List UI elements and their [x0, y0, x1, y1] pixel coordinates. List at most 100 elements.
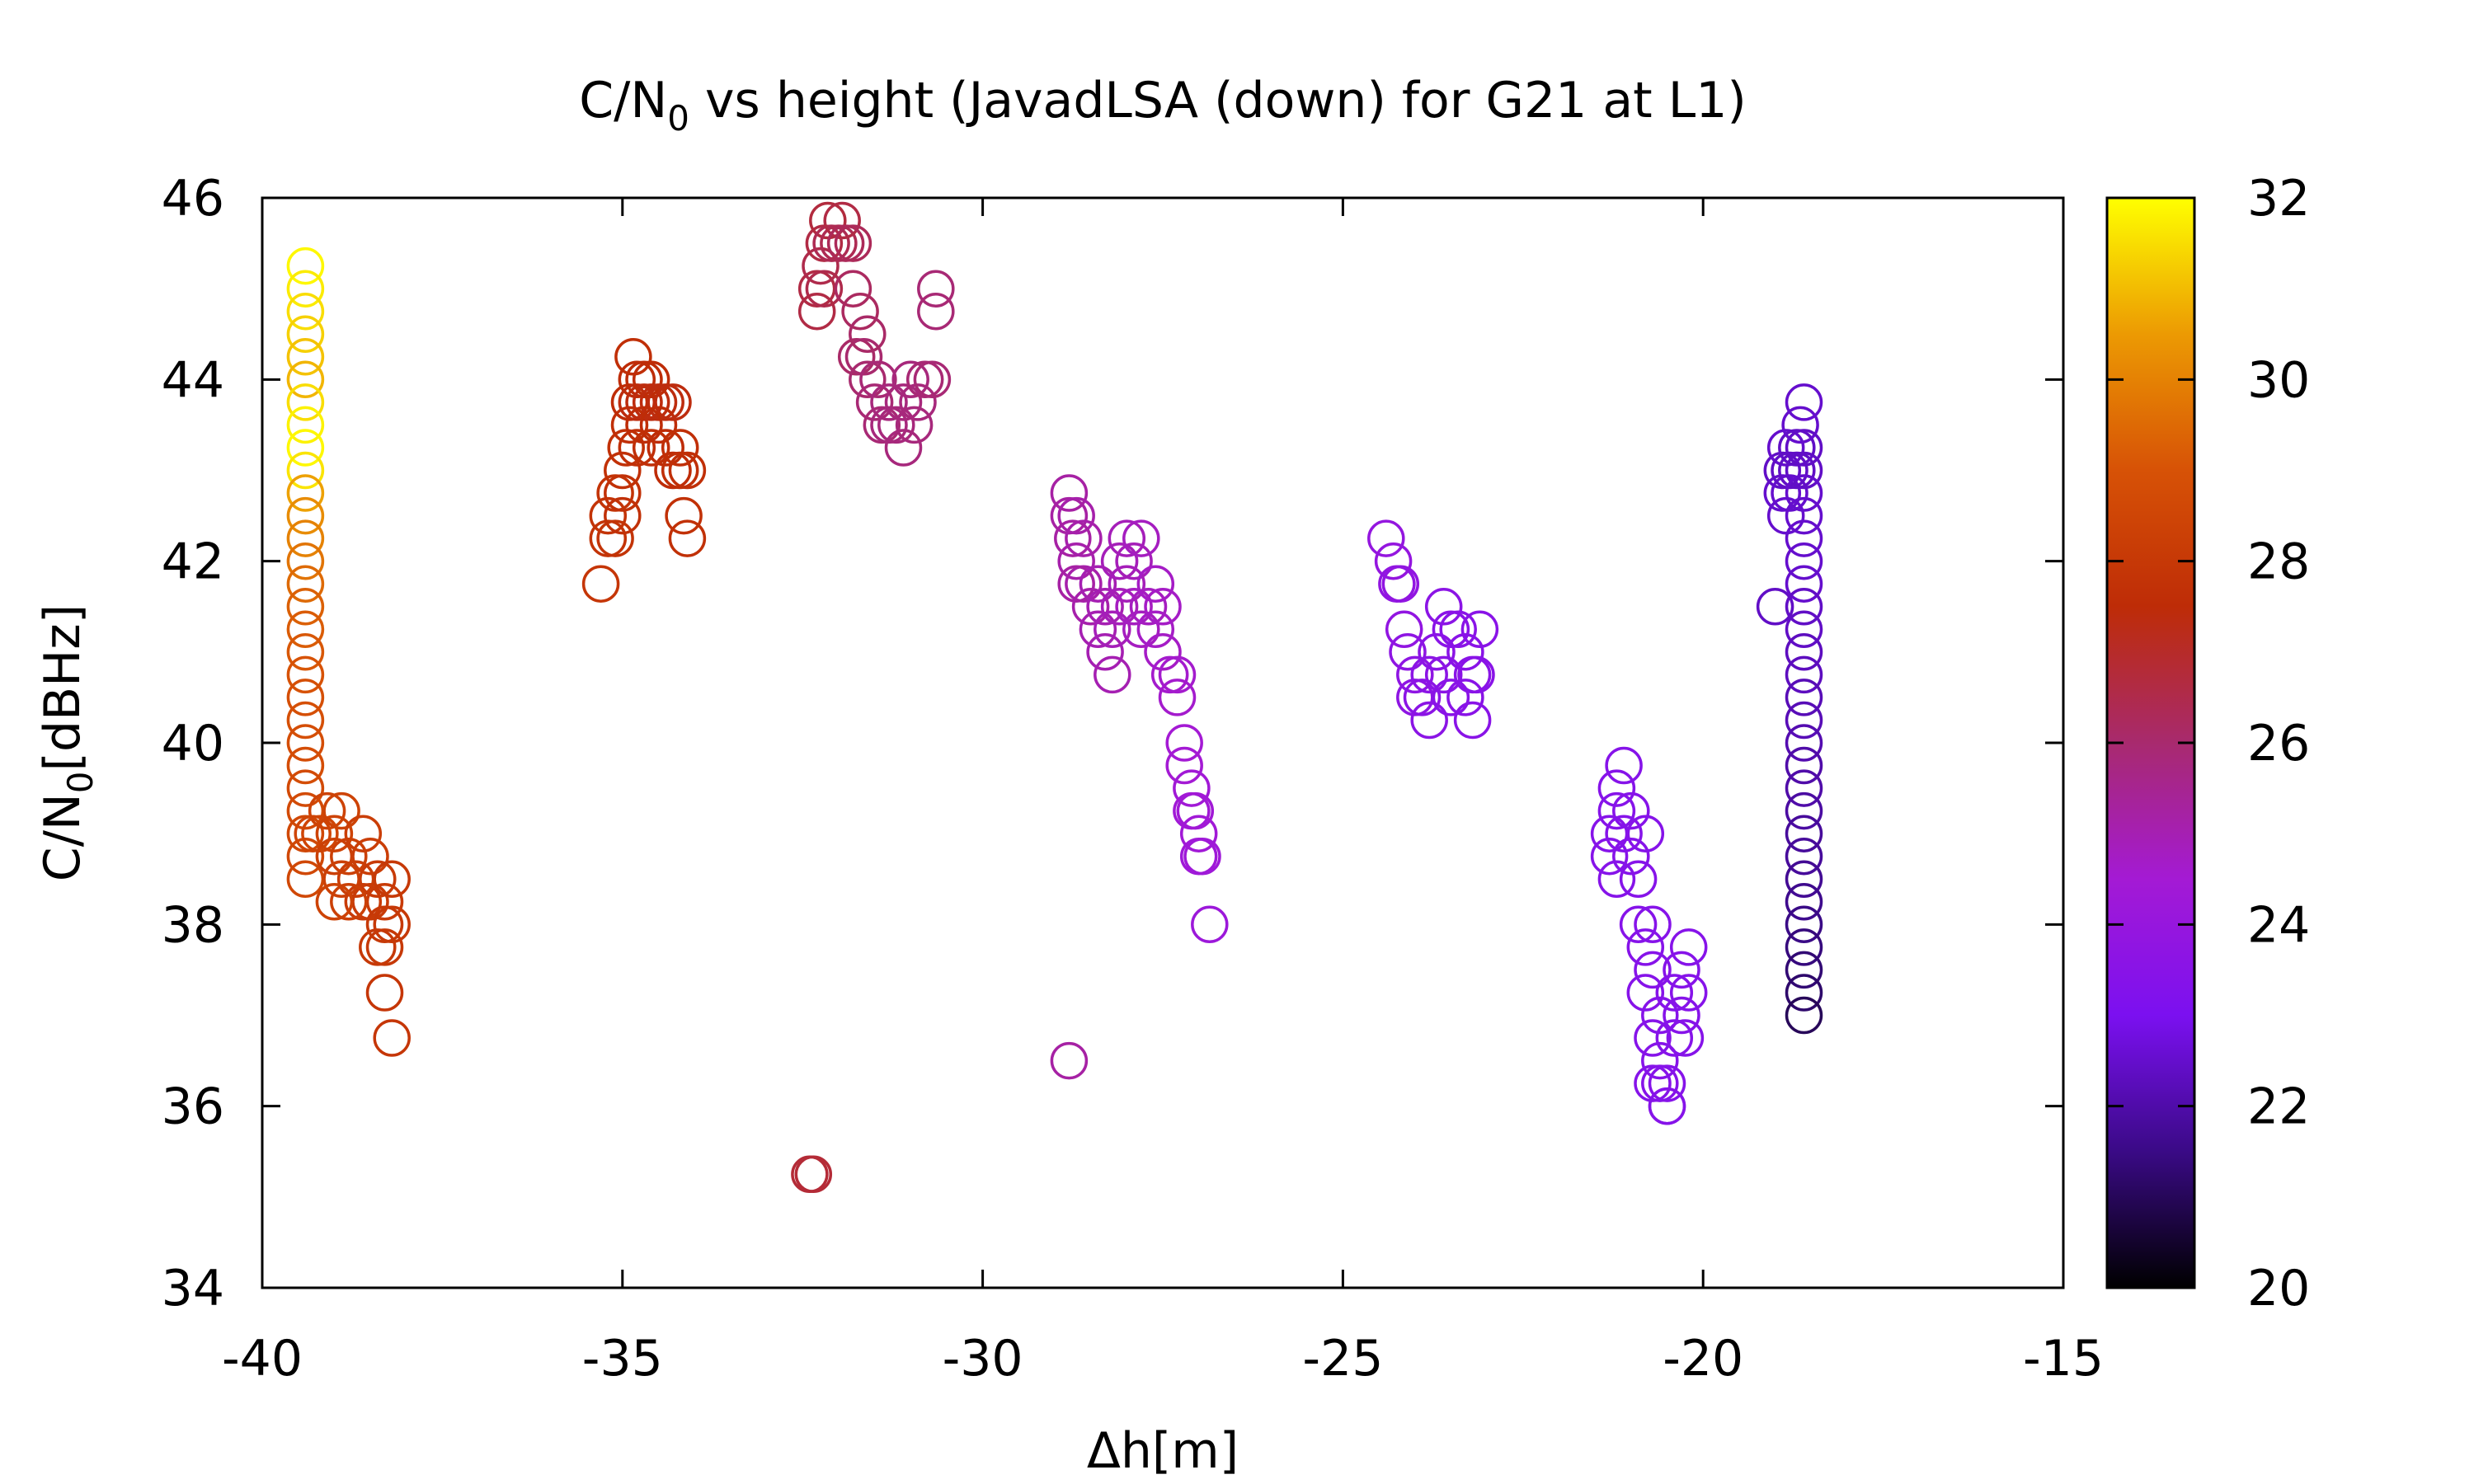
data-point [1597, 860, 1636, 899]
data-point [1100, 588, 1139, 626]
data-point [286, 429, 325, 467]
data-point [610, 406, 649, 444]
y-tick-label: 40 [162, 715, 224, 773]
data-point [286, 474, 325, 512]
data-point [614, 338, 652, 376]
data-point [1785, 996, 1823, 1035]
data-point [849, 315, 887, 354]
data-point [1785, 791, 1823, 830]
data-point [1424, 588, 1463, 626]
data-point [1054, 519, 1092, 557]
data-point [859, 360, 897, 399]
data-point [913, 360, 952, 399]
data-point [1176, 791, 1215, 830]
y-tick-label: 46 [162, 170, 224, 228]
data-point [1641, 1064, 1679, 1102]
data-point [1057, 542, 1095, 580]
data-point [581, 565, 620, 603]
data-point [841, 292, 879, 331]
data-point [1785, 679, 1823, 716]
x-tick-label: -35 [582, 1330, 663, 1388]
y-axis: 34 36 38 40 42 44 46 [162, 170, 2063, 1317]
data-point [849, 360, 887, 399]
data-point [1378, 565, 1416, 603]
data-point [899, 383, 937, 421]
data-point [604, 451, 642, 490]
data-point [791, 1155, 829, 1194]
data-point [1460, 610, 1499, 649]
data-point [837, 338, 876, 376]
data-point [654, 383, 692, 421]
data-point [1122, 610, 1160, 649]
data-point [1381, 565, 1420, 603]
plot-frame [261, 196, 2065, 1289]
data-point [1785, 883, 1823, 921]
data-point [1785, 746, 1823, 785]
data-point [661, 429, 699, 467]
data-point [596, 474, 634, 512]
data-point [1655, 974, 1694, 1012]
y-tick-label: 36 [162, 1078, 224, 1136]
data-point [1641, 1041, 1679, 1080]
data-point [1065, 565, 1103, 603]
data-point [1785, 974, 1823, 1012]
data-point [625, 406, 663, 444]
data-point [1374, 542, 1413, 580]
data-point [286, 315, 325, 354]
data-point [596, 519, 634, 557]
data-point [1605, 746, 1643, 785]
data-point [1173, 791, 1211, 830]
data-point [286, 860, 325, 899]
data-point [330, 883, 368, 921]
data-point [1446, 679, 1484, 716]
colorbar-tick-label: 28 [2247, 533, 2310, 591]
data-point [1785, 701, 1823, 740]
data-point [1785, 951, 1823, 989]
data-point [647, 383, 684, 421]
data-point [1785, 588, 1823, 626]
data-point [805, 270, 844, 308]
data-point [1158, 679, 1197, 716]
data-point [322, 860, 360, 899]
y-tick-label: 44 [162, 351, 224, 409]
data-point [286, 496, 325, 535]
data-point [286, 633, 325, 671]
data-point [826, 224, 865, 262]
data-point [870, 406, 908, 444]
data-point [877, 406, 915, 444]
data-point [1050, 1041, 1089, 1080]
data-point [1396, 655, 1434, 694]
data-point [1781, 406, 1819, 444]
data-point [1785, 769, 1823, 807]
data-point [1785, 724, 1823, 762]
data-point [1050, 496, 1089, 535]
data-point [1457, 655, 1495, 694]
x-tick-label: -20 [1663, 1330, 1743, 1388]
data-point [1669, 974, 1708, 1012]
data-point [884, 429, 923, 467]
data-point [589, 496, 628, 535]
data-point [1619, 860, 1658, 899]
data-point [1634, 905, 1672, 944]
data-point [1173, 769, 1211, 807]
data-point [1050, 474, 1089, 512]
data-point [1597, 769, 1636, 807]
data-point [632, 383, 670, 421]
data-point [1165, 746, 1203, 785]
data-point [812, 224, 850, 262]
data-point [1634, 951, 1672, 989]
data-point [1453, 701, 1492, 740]
data-point [1785, 815, 1823, 852]
chart-title: C/N0 vs height (JavadLSA (down) for G21 … [579, 72, 1747, 139]
data-point [286, 815, 325, 852]
data-point [1626, 974, 1665, 1012]
data-point [1785, 905, 1823, 944]
data-point [905, 360, 944, 399]
data-point [870, 383, 908, 421]
data-point [589, 519, 628, 557]
data-point [668, 519, 707, 557]
data-point [1648, 1064, 1686, 1102]
data-point [286, 769, 325, 807]
data-point [1136, 565, 1175, 603]
